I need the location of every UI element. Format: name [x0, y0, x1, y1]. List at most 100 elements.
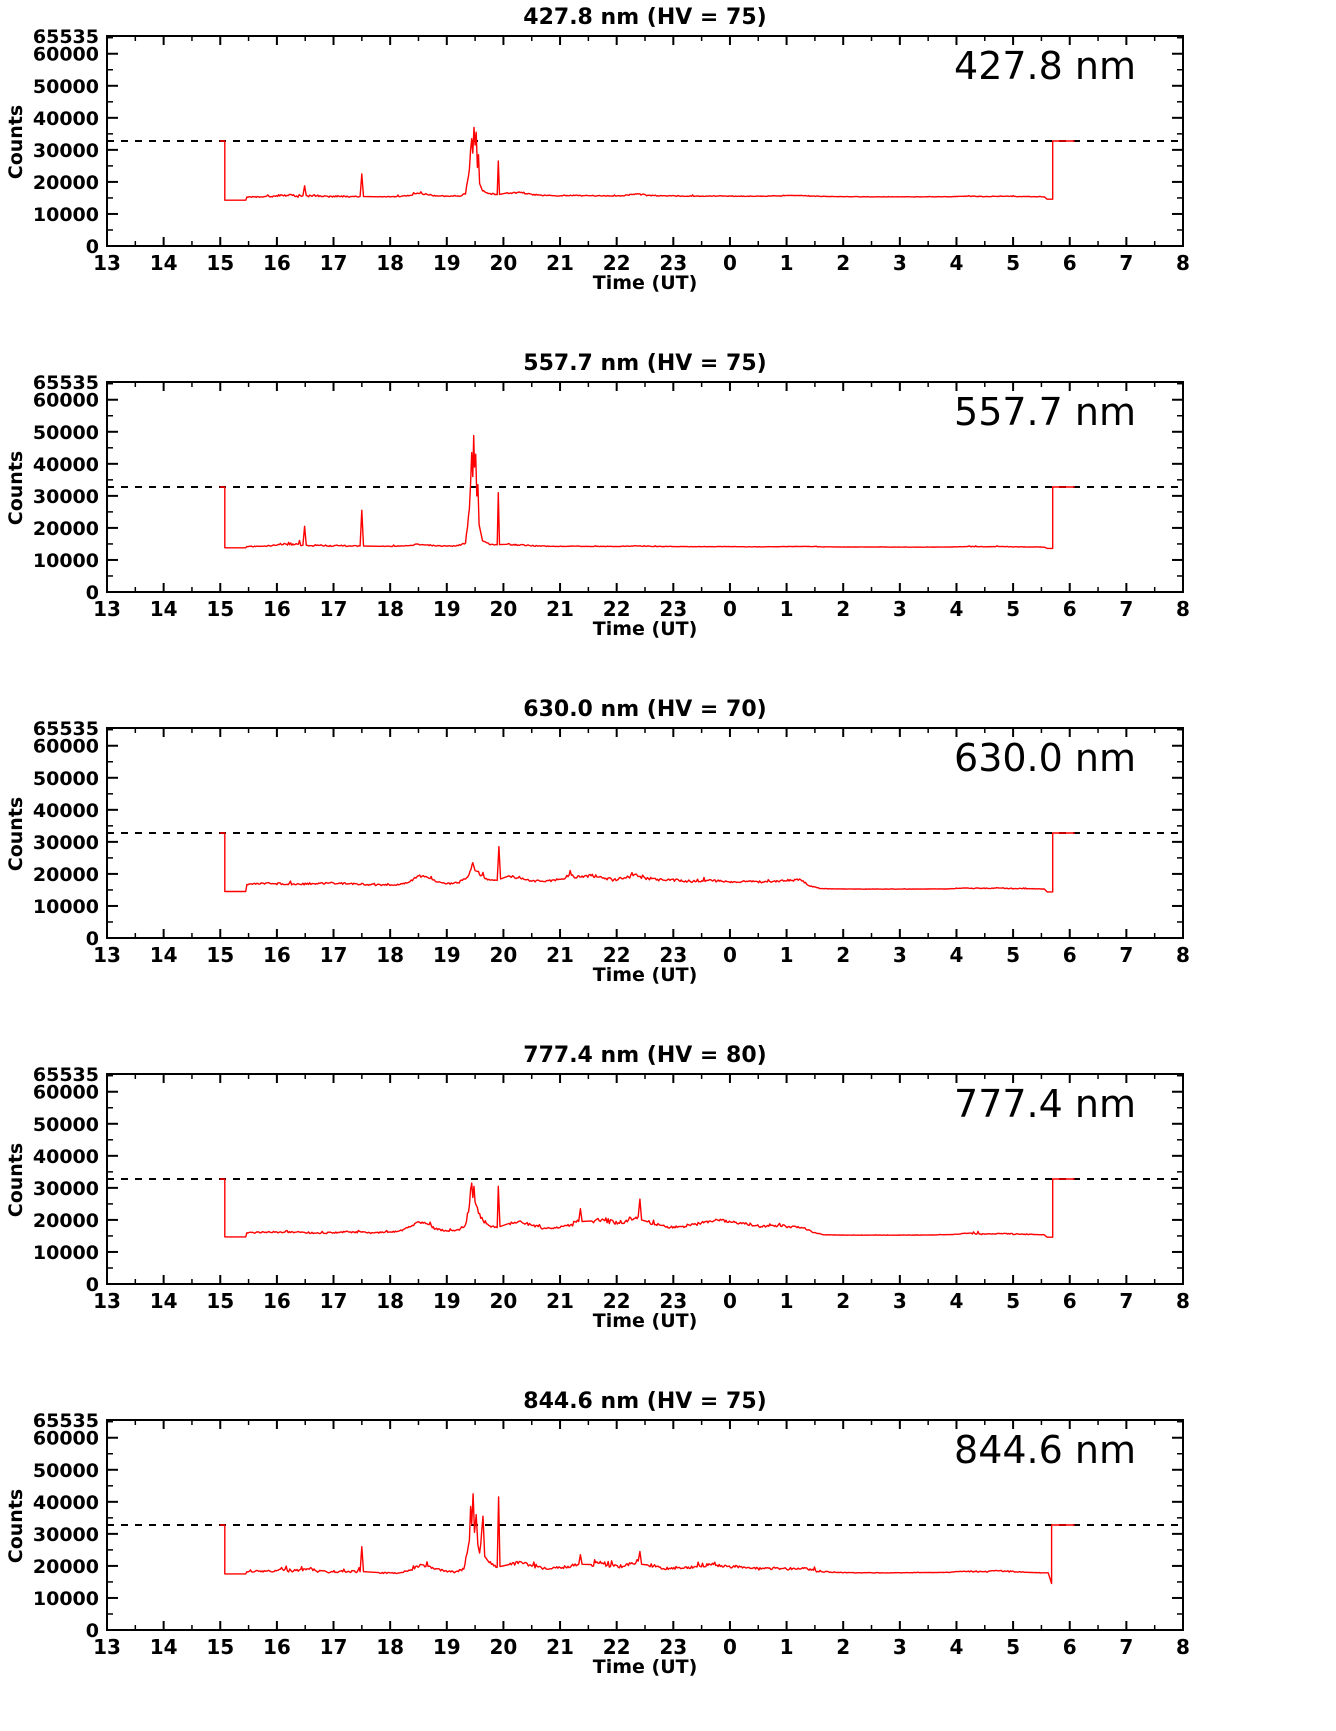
panel-title: 844.6 nm (HV = 75)	[523, 1389, 767, 1414]
wavelength-label: 844.6 nm	[954, 1428, 1136, 1472]
svg-text:3: 3	[893, 251, 907, 275]
y-axis-title: Counts	[5, 104, 27, 180]
svg-text:18: 18	[376, 943, 404, 967]
svg-text:6: 6	[1063, 1289, 1077, 1313]
svg-text:20: 20	[489, 597, 517, 621]
panel-title: 777.4 nm (HV = 80)	[523, 1043, 767, 1068]
svg-text:18: 18	[376, 1635, 404, 1659]
svg-text:6: 6	[1063, 597, 1077, 621]
svg-text:23: 23	[659, 1635, 687, 1659]
svg-text:20: 20	[489, 251, 517, 275]
svg-text:6: 6	[1063, 251, 1077, 275]
svg-text:30000: 30000	[33, 832, 99, 854]
panel-557-7-nm: 0 10000 20000 30000 40000 50000 60000 65535 13 14…	[0, 346, 1336, 692]
panel-630-0-nm: 0 10000 20000 30000 40000 50000 60000 65535 13 14…	[0, 692, 1336, 1038]
svg-text:4: 4	[950, 251, 964, 275]
svg-text:65535: 65535	[33, 372, 99, 394]
svg-text:15: 15	[206, 1289, 234, 1313]
svg-text:65535: 65535	[33, 718, 99, 740]
svg-text:40000: 40000	[33, 454, 99, 476]
svg-text:50000: 50000	[33, 422, 99, 444]
svg-text:23: 23	[659, 1289, 687, 1313]
svg-text:40000: 40000	[33, 800, 99, 822]
svg-text:21: 21	[546, 251, 574, 275]
svg-text:10000: 10000	[33, 896, 99, 918]
svg-text:22: 22	[603, 597, 631, 621]
svg-text:17: 17	[320, 1635, 348, 1659]
x-axis-title: Time (UT)	[592, 964, 698, 986]
svg-text:22: 22	[603, 251, 631, 275]
svg-text:16: 16	[263, 1635, 291, 1659]
svg-text:60000: 60000	[33, 44, 99, 66]
svg-text:1: 1	[780, 1289, 794, 1313]
svg-text:50000: 50000	[33, 76, 99, 98]
svg-text:13: 13	[93, 597, 121, 621]
svg-text:17: 17	[320, 943, 348, 967]
panel-427-8-nm: 0 10000 20000 30000 40000 50000 60000 65535 13 14…	[0, 0, 1336, 346]
svg-text:6: 6	[1063, 1635, 1077, 1659]
svg-text:19: 19	[433, 597, 461, 621]
panel-title: 427.8 nm (HV = 75)	[523, 5, 767, 30]
panel-844-6-nm: 0 10000 20000 30000 40000 50000 60000 65535 13 14…	[0, 1384, 1336, 1730]
svg-text:50000: 50000	[33, 1114, 99, 1136]
svg-text:20000: 20000	[33, 172, 99, 194]
y-axis-title: Counts	[5, 796, 27, 872]
wavelength-label: 557.7 nm	[954, 390, 1136, 434]
svg-text:21: 21	[546, 597, 574, 621]
svg-text:60000: 60000	[33, 736, 99, 758]
svg-text:15: 15	[206, 943, 234, 967]
svg-text:0: 0	[723, 943, 737, 967]
svg-text:22: 22	[603, 943, 631, 967]
svg-text:21: 21	[546, 1635, 574, 1659]
svg-text:4: 4	[950, 597, 964, 621]
svg-text:40000: 40000	[33, 108, 99, 130]
svg-text:1: 1	[780, 943, 794, 967]
svg-text:16: 16	[263, 1289, 291, 1313]
svg-text:13: 13	[93, 1289, 121, 1313]
wavelength-label: 630.0 nm	[954, 736, 1136, 780]
svg-text:15: 15	[206, 597, 234, 621]
svg-text:7: 7	[1119, 1635, 1133, 1659]
svg-text:16: 16	[263, 597, 291, 621]
svg-text:65535: 65535	[33, 26, 99, 48]
svg-text:7: 7	[1119, 1289, 1133, 1313]
svg-text:8: 8	[1176, 1289, 1190, 1313]
svg-text:0: 0	[723, 597, 737, 621]
panel-777-4-nm: 0 10000 20000 30000 40000 50000 60000 65535 13 14…	[0, 1038, 1336, 1384]
svg-text:6: 6	[1063, 943, 1077, 967]
svg-text:7: 7	[1119, 597, 1133, 621]
x-axis-title: Time (UT)	[592, 1310, 698, 1332]
svg-text:10000: 10000	[33, 550, 99, 572]
svg-text:5: 5	[1006, 1635, 1020, 1659]
x-axis-title: Time (UT)	[592, 272, 698, 294]
svg-text:5: 5	[1006, 1289, 1020, 1313]
svg-text:14: 14	[150, 1635, 178, 1659]
svg-text:13: 13	[93, 251, 121, 275]
svg-text:18: 18	[376, 251, 404, 275]
svg-text:20000: 20000	[33, 1556, 99, 1578]
svg-text:0: 0	[723, 251, 737, 275]
svg-text:0: 0	[86, 236, 99, 258]
svg-text:22: 22	[603, 1289, 631, 1313]
svg-text:50000: 50000	[33, 1460, 99, 1482]
svg-text:17: 17	[320, 251, 348, 275]
svg-text:21: 21	[546, 943, 574, 967]
svg-text:5: 5	[1006, 597, 1020, 621]
svg-text:20000: 20000	[33, 1210, 99, 1232]
x-axis-title: Time (UT)	[592, 1656, 698, 1678]
svg-text:7: 7	[1119, 943, 1133, 967]
svg-text:13: 13	[93, 1635, 121, 1659]
svg-text:14: 14	[150, 943, 178, 967]
svg-text:20: 20	[489, 1289, 517, 1313]
svg-text:65535: 65535	[33, 1064, 99, 1086]
y-axis-title: Counts	[5, 1488, 27, 1564]
svg-text:30000: 30000	[33, 140, 99, 162]
svg-text:4: 4	[950, 1289, 964, 1313]
svg-text:17: 17	[320, 1289, 348, 1313]
svg-text:20: 20	[489, 943, 517, 967]
svg-text:19: 19	[433, 1635, 461, 1659]
